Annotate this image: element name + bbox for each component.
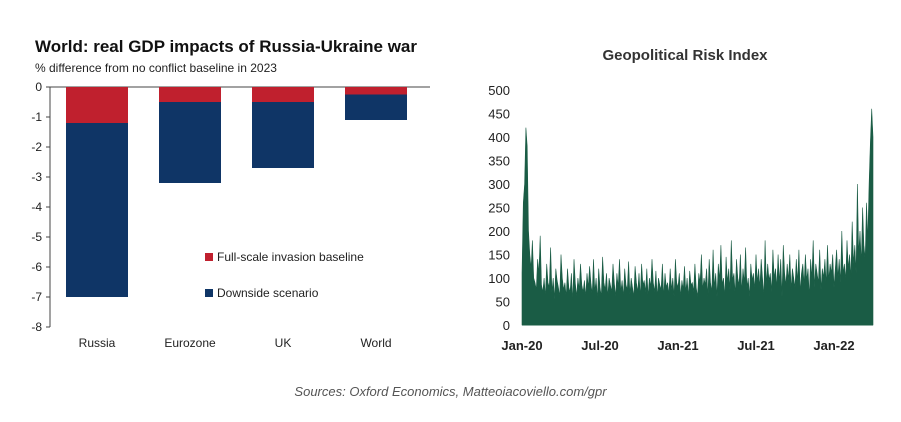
gpr-x-tick-label: Jul-21	[737, 338, 775, 353]
gdp-impact-chart: World: real GDP impacts of Russia-Ukrain…	[31, 37, 430, 350]
gdp-bar-downside	[345, 94, 407, 120]
gpr-area-series	[521, 108, 874, 326]
legend-label-downside: Downside scenario	[217, 286, 319, 300]
gpr-chart-title: Geopolitical Risk Index	[602, 47, 768, 64]
gdp-bar-full-scale	[345, 87, 407, 95]
gdp-category-labels: Russia Eurozone UK World	[79, 336, 392, 350]
gpr-x-tick-label: Jan-22	[813, 338, 854, 353]
gdp-category-label: Russia	[79, 336, 116, 350]
gdp-y-tick-label: -3	[31, 170, 42, 184]
gdp-category-label: UK	[275, 336, 292, 350]
gdp-bar-full-scale	[252, 87, 314, 102]
gdp-chart-title: World: real GDP impacts of Russia-Ukrain…	[35, 37, 417, 56]
gdp-y-tick-label: -8	[31, 320, 42, 334]
gpr-y-tick-label: 450	[488, 107, 510, 122]
gpr-y-tick-label: 150	[488, 248, 510, 263]
gpr-y-tick-label: 400	[488, 130, 510, 145]
gdp-bar-full-scale	[66, 87, 128, 123]
gdp-bar-downside	[66, 123, 128, 297]
gdp-bar-downside	[159, 102, 221, 183]
legend-swatch-downside	[205, 289, 213, 297]
gpr-y-tick-label: 300	[488, 177, 510, 192]
gpr-y-tick-label: 0	[503, 318, 510, 333]
legend-swatch-full-scale	[205, 253, 213, 261]
gdp-y-tick-label: -6	[31, 260, 42, 274]
gdp-y-tick-label: -2	[31, 140, 42, 154]
gdp-category-label: World	[360, 336, 391, 350]
gdp-bar-full-scale	[159, 87, 221, 102]
gdp-y-tick-label: 0	[35, 80, 42, 94]
gpr-x-tick-label: Jan-20	[501, 338, 542, 353]
gpr-y-tick-label: 50	[496, 295, 510, 310]
gpr-y-tick-label: 250	[488, 201, 510, 216]
gpr-y-tick-label: 350	[488, 154, 510, 169]
gdp-y-tick-label: -7	[31, 290, 42, 304]
geopolitical-risk-chart: Geopolitical Risk Index 0 50 100 150 200 250 3…	[488, 47, 874, 353]
gdp-chart-subtitle: % difference from no conflict baseline i…	[35, 61, 277, 75]
gdp-legend: Full-scale invasion baseline Downside sc…	[205, 250, 364, 300]
legend-label-full-scale: Full-scale invasion baseline	[217, 250, 364, 264]
gpr-y-tick-label: 100	[488, 271, 510, 286]
gpr-x-tick-label: Jan-21	[657, 338, 698, 353]
gdp-y-tick-label: -4	[31, 200, 42, 214]
gpr-x-axis: Jan-20 Jul-20 Jan-21 Jul-21 Jan-22	[501, 338, 854, 353]
gpr-y-tick-label: 500	[488, 83, 510, 98]
gdp-y-tick-label: -1	[31, 110, 42, 124]
gpr-y-tick-label: 200	[488, 224, 510, 239]
gdp-bar-downside	[252, 102, 314, 168]
source-note: Sources: Oxford Economics, Matteoiacovie…	[294, 384, 607, 399]
gpr-x-tick-label: Jul-20	[581, 338, 619, 353]
gdp-y-tick-label: -5	[31, 230, 42, 244]
gdp-bars	[66, 87, 407, 297]
gdp-category-label: Eurozone	[164, 336, 216, 350]
